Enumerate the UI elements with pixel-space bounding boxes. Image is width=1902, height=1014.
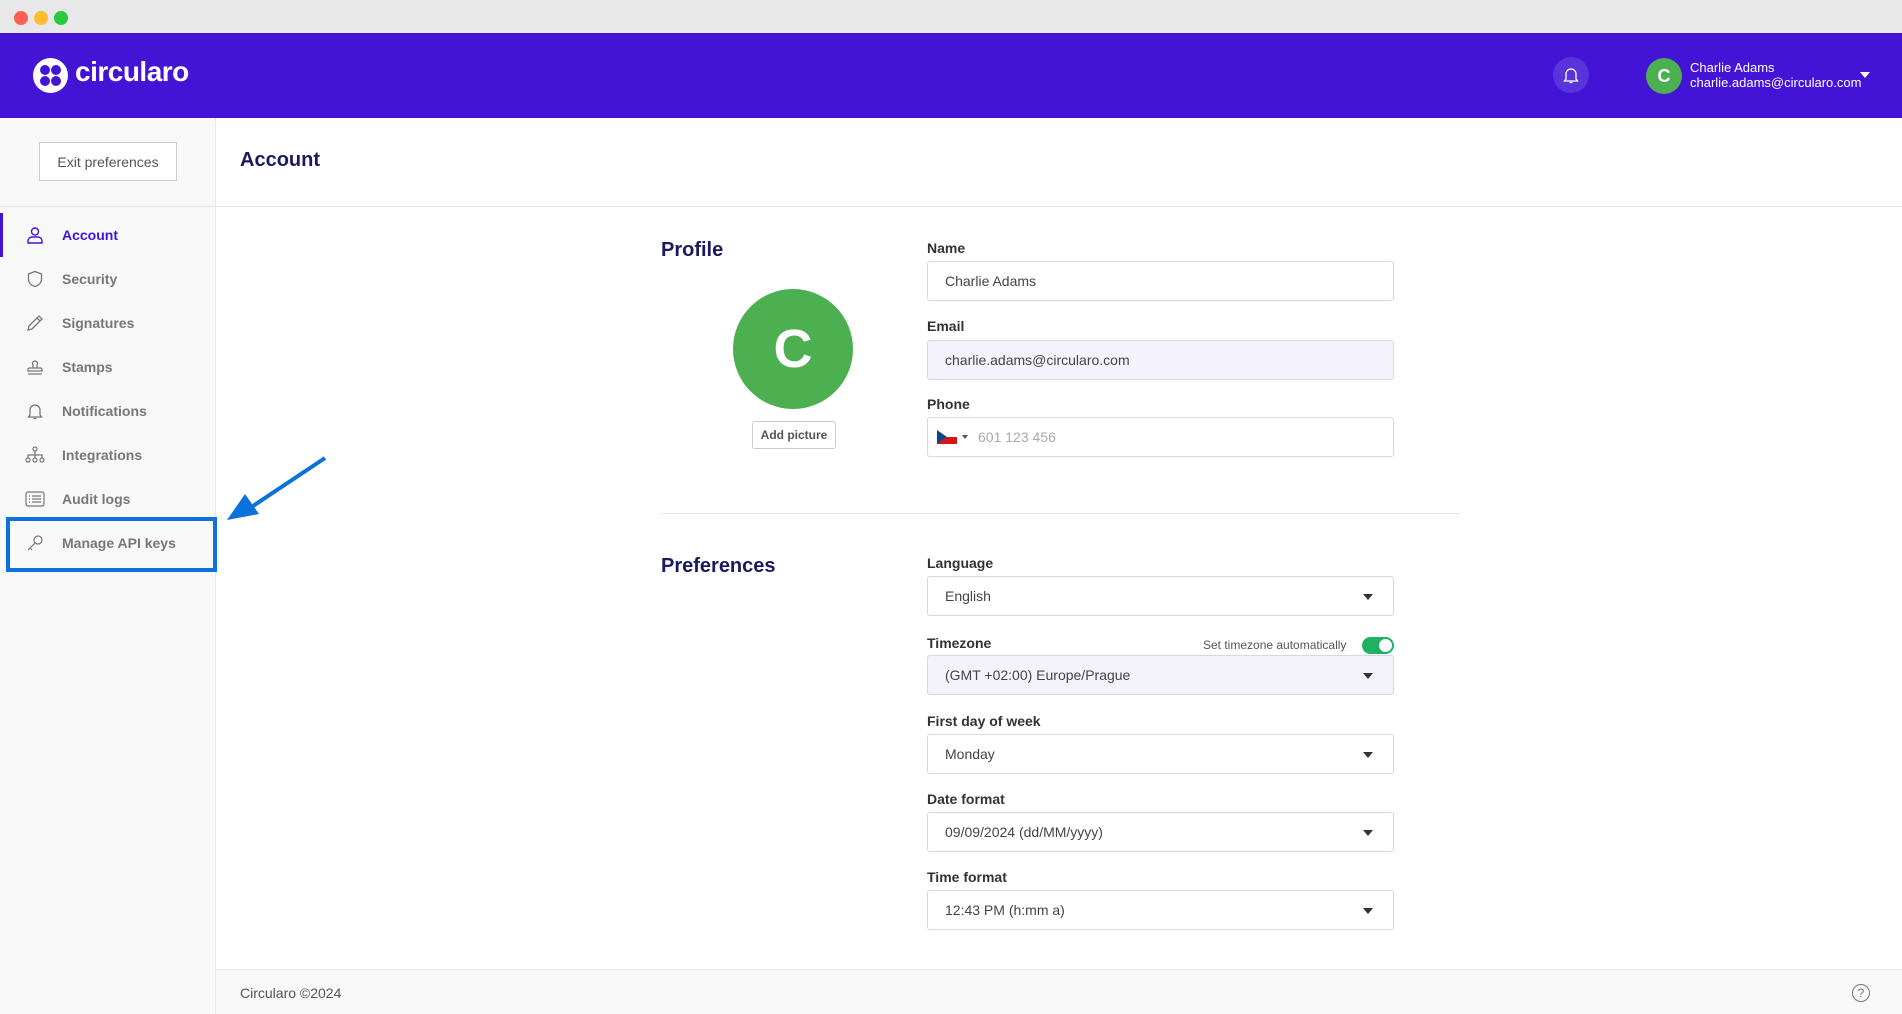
sidebar-item-label: Manage API keys bbox=[62, 535, 176, 551]
help-icon[interactable]: ? bbox=[1852, 984, 1870, 1002]
sidebar-item-label: Stamps bbox=[62, 359, 113, 375]
circularo-logo-icon[interactable] bbox=[33, 58, 68, 93]
sidebar-item-label: Signatures bbox=[62, 315, 135, 331]
profile-heading: Profile bbox=[661, 239, 724, 261]
divider bbox=[0, 206, 216, 207]
date-format-select[interactable]: 09/09/2024 (dd/MM/yyyy) bbox=[927, 812, 1394, 852]
sidebar-item-integrations[interactable]: Integrations bbox=[0, 433, 216, 477]
language-select[interactable]: English bbox=[927, 576, 1394, 616]
chevron-down-icon bbox=[1363, 908, 1373, 914]
sidebar-item-label: Account bbox=[62, 227, 118, 243]
sidebar-item-notifications[interactable]: Notifications bbox=[0, 389, 216, 433]
sidebar-item-label: Security bbox=[62, 271, 118, 287]
brand-name[interactable]: circularo bbox=[75, 56, 189, 87]
maximize-window-button[interactable] bbox=[54, 11, 68, 25]
sidebar-item-signatures[interactable]: Signatures bbox=[0, 301, 216, 345]
name-label: Name bbox=[927, 240, 966, 256]
first-day-select[interactable]: Monday bbox=[927, 734, 1394, 774]
time-format-value: 12:43 PM (h:mm a) bbox=[945, 902, 1065, 918]
sidebar-item-audit-logs[interactable]: Audit logs bbox=[0, 477, 216, 521]
sidebar-item-label: Notifications bbox=[62, 403, 147, 419]
phone-placeholder: 601 123 456 bbox=[978, 429, 1056, 445]
preferences-heading: Preferences bbox=[661, 555, 776, 577]
czech-flag-icon[interactable] bbox=[937, 430, 957, 444]
profile-avatar: C bbox=[733, 289, 853, 409]
email-value: charlie.adams@circularo.com bbox=[945, 352, 1130, 368]
divider bbox=[216, 206, 1902, 207]
annotation-arrow-icon bbox=[227, 456, 327, 520]
bell-icon bbox=[24, 400, 46, 422]
sidebar-item-label: Integrations bbox=[62, 447, 143, 463]
sidebar-item-security[interactable]: Security bbox=[0, 257, 216, 301]
add-picture-button[interactable]: Add picture bbox=[752, 421, 836, 449]
notifications-bell-icon[interactable] bbox=[1553, 57, 1589, 93]
chevron-down-icon bbox=[1363, 673, 1373, 679]
timezone-select[interactable]: (GMT +02:00) Europe/Prague bbox=[927, 655, 1394, 695]
sidebar-item-account[interactable]: Account bbox=[0, 213, 216, 257]
key-icon bbox=[24, 532, 46, 554]
timezone-auto-label: Set timezone automatically bbox=[1203, 638, 1347, 652]
timezone-label: Timezone bbox=[927, 635, 992, 651]
date-format-value: 09/09/2024 (dd/MM/yyyy) bbox=[945, 824, 1103, 840]
timezone-auto-toggle[interactable] bbox=[1362, 637, 1394, 654]
user-menu-chevron-down-icon[interactable] bbox=[1860, 72, 1870, 78]
close-window-button[interactable] bbox=[14, 11, 28, 25]
email-input[interactable]: charlie.adams@circularo.com bbox=[927, 340, 1394, 380]
minimize-window-button[interactable] bbox=[34, 11, 48, 25]
exit-preferences-button[interactable]: Exit preferences bbox=[39, 142, 177, 181]
user-icon bbox=[24, 224, 46, 246]
sitemap-icon bbox=[24, 444, 46, 466]
name-input[interactable]: Charlie Adams bbox=[927, 261, 1394, 301]
language-label: Language bbox=[927, 555, 994, 571]
phone-input[interactable]: 601 123 456 bbox=[927, 417, 1394, 457]
page-title: Account bbox=[240, 149, 320, 171]
chevron-down-icon bbox=[1363, 830, 1373, 836]
date-format-label: Date format bbox=[927, 791, 1005, 807]
footer-copyright: Circularo ©2024 bbox=[240, 985, 342, 1001]
highlight-box bbox=[6, 517, 217, 572]
country-chevron-down-icon[interactable] bbox=[962, 435, 968, 439]
section-divider bbox=[661, 513, 1460, 514]
timezone-value: (GMT +02:00) Europe/Prague bbox=[945, 667, 1131, 683]
sidebar-item-manage-api-keys[interactable]: Manage API keys bbox=[0, 521, 216, 565]
time-format-label: Time format bbox=[927, 869, 1007, 885]
phone-label: Phone bbox=[927, 396, 970, 412]
window-titlebar bbox=[0, 0, 1902, 33]
sidebar-item-label: Audit logs bbox=[62, 491, 131, 507]
preferences-sidebar bbox=[0, 118, 216, 1014]
list-icon bbox=[24, 488, 46, 510]
first-day-label: First day of week bbox=[927, 713, 1041, 729]
time-format-select[interactable]: 12:43 PM (h:mm a) bbox=[927, 890, 1394, 930]
user-avatar[interactable]: C bbox=[1646, 58, 1682, 94]
top-header bbox=[0, 33, 1902, 118]
footer bbox=[216, 969, 1902, 1014]
user-name[interactable]: Charlie Adams bbox=[1690, 60, 1775, 75]
sidebar-item-stamps[interactable]: Stamps bbox=[0, 345, 216, 389]
stamp-icon bbox=[24, 356, 46, 378]
chevron-down-icon bbox=[1363, 594, 1373, 600]
user-email[interactable]: charlie.adams@circularo.com bbox=[1690, 75, 1862, 90]
email-label: Email bbox=[927, 318, 965, 334]
chevron-down-icon bbox=[1363, 752, 1373, 758]
shield-icon bbox=[24, 268, 46, 290]
pen-icon bbox=[24, 312, 46, 334]
first-day-value: Monday bbox=[945, 746, 995, 762]
language-value: English bbox=[945, 588, 991, 604]
name-value: Charlie Adams bbox=[945, 273, 1037, 289]
